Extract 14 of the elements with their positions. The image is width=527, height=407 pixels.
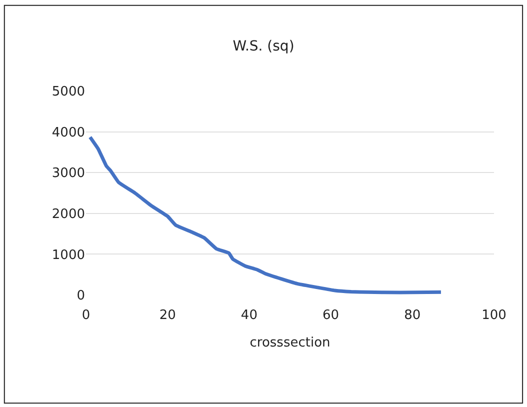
x-tick-label: 80 xyxy=(404,308,421,323)
chart-title: W.S. (sq) xyxy=(232,38,294,54)
x-tick-label: 60 xyxy=(322,308,340,323)
y-tick-label: 4000 xyxy=(52,125,85,140)
y-tick-label: 0 xyxy=(76,288,85,304)
y-tick-label: 3000 xyxy=(52,166,85,182)
y-tick-label: 5000 xyxy=(52,84,85,100)
x-tick-label: 20 xyxy=(159,308,176,323)
y-tick-label: 1000 xyxy=(52,248,85,263)
x-axis-title: crosssection xyxy=(250,336,330,351)
line-series xyxy=(88,135,443,294)
x-tick-label: 40 xyxy=(240,308,258,323)
x-tick-label: 100 xyxy=(482,308,506,323)
y-tick-label: 2000 xyxy=(52,206,85,222)
